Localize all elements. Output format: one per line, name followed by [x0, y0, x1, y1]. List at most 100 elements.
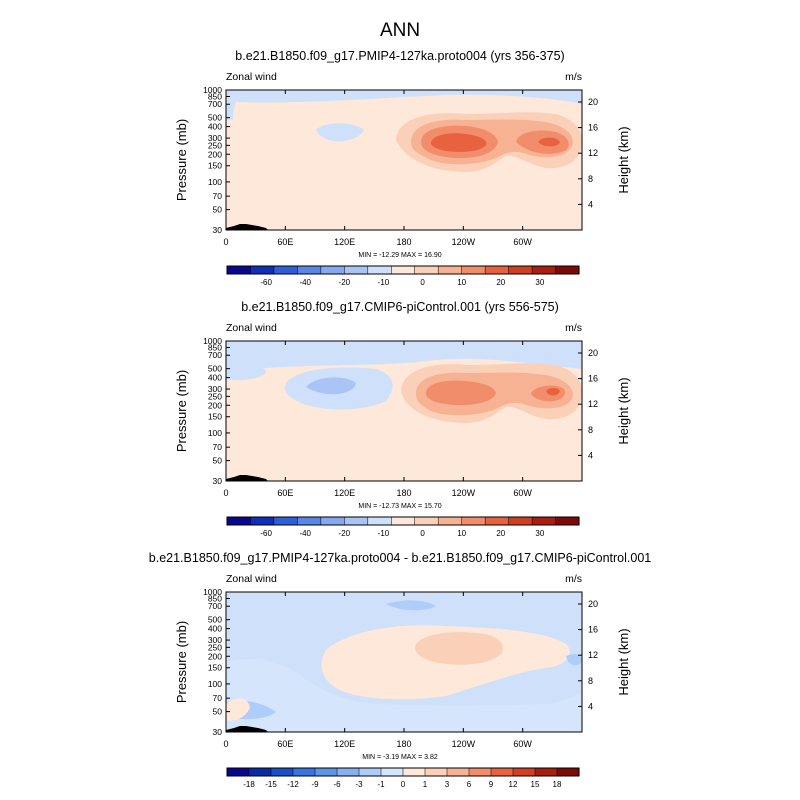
x-tick-label: 180 [396, 237, 411, 247]
colorbar-label: 9 [489, 780, 494, 789]
colorbar-frame [226, 265, 580, 275]
y-tick-label: 250 [208, 642, 222, 652]
x-tick-label: 0 [223, 237, 228, 247]
colorbar-label: 30 [535, 278, 544, 287]
y-tick-label: 300 [208, 384, 222, 394]
y-tick-label: 30 [213, 476, 223, 486]
x-tick-label: 60W [513, 488, 532, 498]
y-axis-label: Pressure (mb) [174, 370, 189, 452]
y-tick-label: 500 [208, 615, 222, 625]
colorbar-label: -12 [287, 780, 299, 789]
colorbar-swatch [320, 516, 345, 526]
contour-region [226, 360, 266, 381]
y-tick-label: 850 [208, 593, 222, 603]
y-tick-label: 50 [213, 456, 223, 466]
y-tick-label: 100 [208, 679, 222, 689]
y-axis-label: Pressure (mb) [174, 119, 189, 201]
y-tick-label: 400 [208, 122, 222, 132]
x-tick-label: 120E [334, 237, 355, 247]
colorbar-swatch [531, 516, 557, 526]
height-tick-label: 16 [588, 625, 598, 635]
colorbar-swatch [336, 767, 360, 777]
min-max-stats: MIN = -12.29 MAX = 16.90 [358, 252, 441, 259]
colorbar-label: 6 [467, 780, 472, 789]
height-tick-label: 16 [588, 123, 598, 133]
height-tick-label: 8 [588, 174, 593, 184]
y-tick-label: 850 [208, 342, 222, 352]
colorbar-swatch [508, 516, 533, 526]
colorbar: -60 -40 -20 -10 0 10 20 30 [226, 516, 580, 538]
variable-label: Zonal wind [226, 573, 277, 585]
colorbar-swatch [248, 767, 272, 777]
contour-region [226, 341, 582, 371]
colorbar-swatch [273, 516, 298, 526]
chart-panel-1: b.e21.B1850.f09_g17.PMIP4-127ka.proto004… [174, 49, 631, 287]
x-tick-label: 180 [396, 739, 411, 749]
y-tick-label: 100 [208, 177, 222, 187]
colorbar-swatch [508, 265, 533, 275]
colorbar-swatch [226, 767, 250, 777]
x-tick-label: 60E [277, 739, 293, 749]
height-tick-label: 20 [588, 599, 598, 609]
panel-title: b.e21.B1850.f09_g17.PMIP4-127ka.proto004… [149, 551, 651, 565]
y-tick-label: 300 [208, 133, 222, 143]
colorbar: -60 -40 -20 -10 0 10 20 30 [226, 265, 580, 287]
contour-region [316, 123, 364, 142]
colorbar-swatch [484, 516, 510, 526]
colorbar-swatch [555, 516, 580, 526]
y-tick-label: 70 [213, 693, 223, 703]
x-tick-label: 0 [223, 739, 228, 749]
colorbar-label: 20 [496, 529, 505, 538]
x-tick-label: 60W [513, 237, 532, 247]
y-tick-label: 700 [208, 350, 222, 360]
colorbar-label: 18 [553, 780, 562, 789]
y-tick-label: 150 [208, 663, 222, 673]
height-tick-label: 4 [588, 199, 593, 209]
colorbar-label: 0 [420, 278, 425, 287]
colorbar-swatch [367, 265, 392, 275]
colorbar-label: 0 [420, 529, 425, 538]
colorbar-label: -3 [355, 780, 363, 789]
units-label: m/s [565, 322, 582, 334]
y-tick-label: 150 [208, 161, 222, 171]
colorbar-label: -40 [299, 529, 311, 538]
colorbar-label: 10 [457, 278, 466, 287]
colorbar-swatch [250, 265, 275, 275]
contour-region [306, 377, 356, 395]
colorbar-label: 30 [535, 529, 544, 538]
colorbar-label: 12 [509, 780, 518, 789]
y-tick-label: 100 [208, 428, 222, 438]
colorbar-label: -20 [339, 529, 351, 538]
panel-title: b.e21.B1850.f09_g17.CMIP6-piControl.001 … [241, 300, 559, 314]
height-tick-label: 12 [588, 399, 598, 409]
min-max-stats: MIN = -12.73 MAX = 15.70 [358, 503, 441, 510]
units-label: m/s [565, 71, 582, 83]
height-tick-label: 8 [588, 425, 593, 435]
height-tick-label: 16 [588, 374, 598, 384]
colorbar-label: -60 [260, 278, 272, 287]
colorbar-label: -18 [243, 780, 255, 789]
colorbar-swatch [461, 516, 486, 526]
y-tick-label: 30 [213, 727, 223, 737]
height-tick-label: 12 [588, 650, 598, 660]
y-axis-label: Pressure (mb) [174, 621, 189, 703]
colorbar-label: 20 [496, 278, 505, 287]
contour-region [566, 654, 582, 666]
y-tick-label: 500 [208, 113, 222, 123]
contour-region [426, 380, 496, 405]
y-tick-label: 500 [208, 364, 222, 374]
y-tick-label: 200 [208, 651, 222, 661]
colorbar-swatch [270, 767, 294, 777]
y-tick-label: 300 [208, 635, 222, 645]
contour-region [546, 388, 560, 396]
plot-area: 0 60E 120E 180 120W 60W3050701001502002503004… [174, 336, 631, 498]
y-tick-label: 150 [208, 412, 222, 422]
height-tick-label: 4 [588, 450, 593, 460]
colorbar-swatch [414, 265, 439, 275]
colorbar-swatch [344, 516, 369, 526]
colorbar-swatch [555, 265, 580, 275]
height-tick-label: 12 [588, 148, 598, 158]
colorbar-label: -20 [339, 278, 351, 287]
y-axis-label-right: Height (km) [616, 628, 631, 695]
